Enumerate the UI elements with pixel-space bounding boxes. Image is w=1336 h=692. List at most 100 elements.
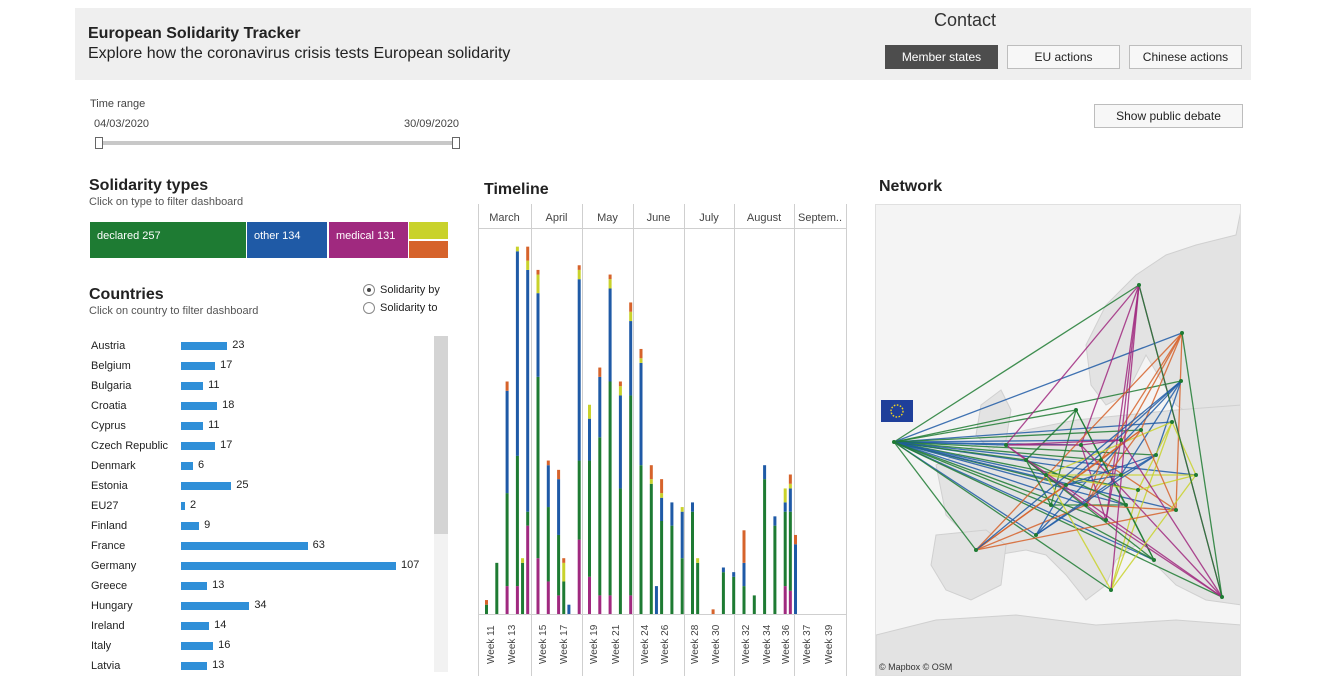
country-row[interactable]: Bulgaria 11 [89, 376, 429, 396]
country-row[interactable]: Germany 107 [89, 556, 429, 576]
network-node[interactable] [1049, 503, 1053, 507]
country-row[interactable]: Ireland 14 [89, 616, 429, 636]
network-node[interactable] [1170, 420, 1174, 424]
network-node[interactable] [1104, 518, 1108, 522]
solidarity-type-medical[interactable]: medical 131 [329, 222, 408, 258]
country-bar[interactable] [181, 622, 210, 630]
tab-member-states[interactable]: Member states [885, 45, 998, 69]
network-node[interactable] [1174, 508, 1178, 512]
network-node[interactable] [974, 548, 978, 552]
network-node[interactable] [1034, 533, 1038, 537]
country-name: Finland [91, 520, 128, 532]
country-list-scroll-thumb[interactable] [434, 336, 448, 534]
time-range-start-handle[interactable] [95, 137, 103, 149]
solidarity-by-radio[interactable] [363, 284, 375, 296]
country-row[interactable]: Hungary 34 [89, 596, 429, 616]
country-row[interactable]: Denmark 6 [89, 456, 429, 476]
network-node[interactable] [1137, 283, 1141, 287]
country-row[interactable]: Cyprus 11 [89, 416, 429, 436]
network-edges [893, 284, 1223, 598]
country-bar[interactable] [181, 342, 228, 350]
network-node[interactable] [1194, 473, 1198, 477]
solidarity-type-other[interactable]: other 134 [247, 222, 327, 258]
network-edge [1138, 284, 1223, 598]
country-bar[interactable] [181, 642, 214, 650]
network-node[interactable] [1074, 408, 1078, 412]
timeline-bar-segment-declared [742, 586, 746, 614]
network-node[interactable] [1064, 483, 1068, 487]
time-range-slider-track[interactable] [98, 141, 456, 145]
country-row[interactable]: Finland 9 [89, 516, 429, 536]
country-name: Latvia [91, 660, 121, 672]
timeline-bar-segment-declared [773, 525, 777, 614]
network-node[interactable] [1220, 595, 1224, 599]
timeline-bar-segment-medical [588, 576, 591, 614]
country-row[interactable]: Belgium 17 [89, 356, 429, 376]
country-bar[interactable] [181, 542, 308, 550]
time-range-end-handle[interactable] [452, 137, 460, 149]
country-bar[interactable] [181, 562, 396, 570]
country-bar[interactable] [181, 662, 208, 670]
country-row[interactable]: Croatia 18 [89, 396, 429, 416]
country-name: EU27 [91, 500, 119, 512]
timeline-bar-segment-other [515, 251, 519, 456]
tab-chinese-actions[interactable]: Chinese actions [1129, 45, 1242, 69]
timeline-bar-segment-yellow [618, 386, 622, 396]
country-row[interactable]: Italy 16 [89, 636, 429, 656]
contact-link[interactable]: Contact [934, 10, 997, 30]
timeline-bar-segment-yellow [577, 269, 581, 280]
network-node[interactable] [1004, 443, 1008, 447]
network-node[interactable] [1084, 503, 1088, 507]
country-row[interactable]: Latvia 13 [89, 656, 429, 676]
solidarity-type-orange[interactable] [409, 241, 448, 258]
network-node[interactable] [1180, 331, 1184, 335]
country-row[interactable]: Czech Republic 17 [89, 436, 429, 456]
country-row[interactable]: France 63 [89, 536, 429, 556]
country-bar[interactable] [181, 502, 186, 510]
network-node[interactable] [892, 440, 896, 444]
network-node[interactable] [1099, 458, 1103, 462]
timeline-bar-segment-other [654, 586, 658, 614]
tab-eu-actions[interactable]: EU actions [1007, 45, 1120, 69]
country-value: 25 [236, 479, 249, 491]
country-bar[interactable] [181, 442, 216, 450]
country-bar[interactable] [181, 522, 200, 530]
network-node[interactable] [1119, 438, 1123, 442]
network-node[interactable] [1152, 558, 1156, 562]
country-bar[interactable] [181, 602, 250, 610]
network-edge [1100, 332, 1183, 461]
country-bar[interactable] [181, 382, 204, 390]
network-node[interactable] [1109, 588, 1113, 592]
country-row[interactable]: Greece 13 [89, 576, 429, 596]
country-bar[interactable] [181, 482, 232, 490]
country-bar[interactable] [181, 402, 218, 410]
timeline-week-label: Week 36 [781, 624, 792, 664]
network-node[interactable] [1139, 428, 1143, 432]
eu-stars-icon [890, 404, 904, 418]
network-node[interactable] [1136, 488, 1140, 492]
country-row[interactable]: Austria 23 [89, 336, 429, 356]
network-edge [893, 441, 1197, 476]
country-row[interactable]: EU27 2 [89, 496, 429, 516]
country-bar[interactable] [181, 422, 204, 430]
network-node[interactable] [1179, 379, 1183, 383]
network-node[interactable] [1024, 458, 1028, 462]
network-node[interactable] [1044, 473, 1048, 477]
network-node[interactable] [1079, 443, 1083, 447]
network-map[interactable] [875, 204, 1241, 676]
network-node[interactable] [1119, 473, 1123, 477]
solidarity-to-radio[interactable] [363, 302, 375, 314]
country-bar[interactable] [181, 462, 194, 470]
timeline-bar-segment-declared [649, 483, 653, 614]
show-public-debate-button[interactable]: Show public debate [1094, 104, 1243, 128]
timeline-bar-segment-yellow [515, 246, 519, 252]
network-edge [975, 380, 1182, 551]
network-node[interactable] [1124, 503, 1128, 507]
solidarity-type-declared[interactable]: declared 257 [90, 222, 246, 258]
country-bar[interactable] [181, 362, 216, 370]
timeline-bar-segment-orange [660, 479, 664, 494]
country-bar[interactable] [181, 582, 208, 590]
solidarity-type-yellow[interactable] [409, 222, 448, 239]
country-row[interactable]: Estonia 25 [89, 476, 429, 496]
network-node[interactable] [1154, 453, 1158, 457]
